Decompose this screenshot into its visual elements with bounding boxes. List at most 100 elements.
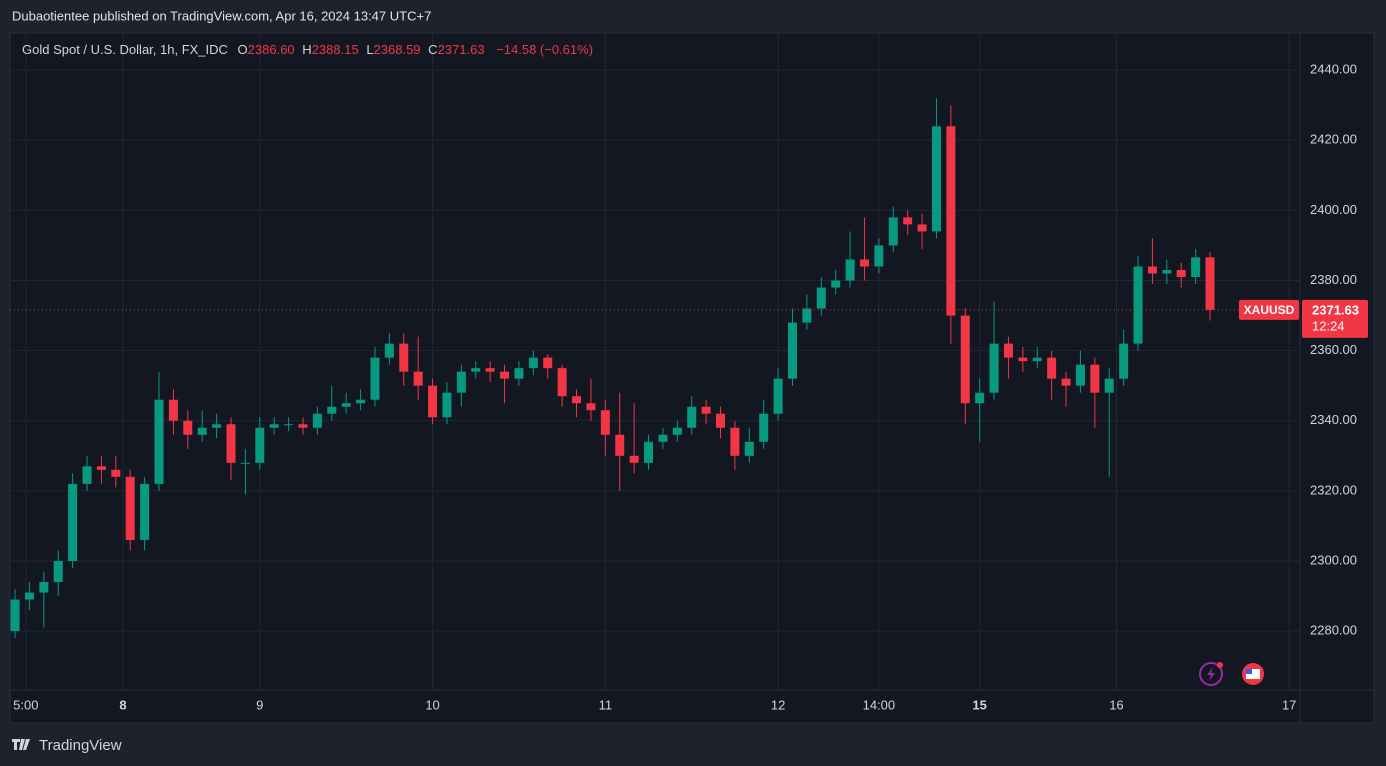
y-tick-label: 2440.00 — [1310, 62, 1357, 77]
change-value: −14.58 (−0.61%) — [496, 42, 593, 57]
candle-body — [1119, 343, 1129, 379]
candle-body — [1147, 266, 1157, 274]
x-tick-label: 12 — [771, 697, 785, 712]
candle-body — [82, 466, 92, 484]
candle-body — [68, 483, 78, 561]
candle-body — [269, 424, 279, 428]
candle-body — [1176, 269, 1186, 278]
candle-body — [917, 224, 927, 232]
low-label: L — [366, 42, 373, 57]
candle-body — [845, 259, 855, 281]
y-tick-label: 2280.00 — [1310, 623, 1357, 638]
symbol-tag — [1239, 299, 1299, 320]
grid — [10, 33, 1300, 690]
y-tick-label: 2320.00 — [1310, 482, 1357, 497]
candle-body — [975, 392, 985, 404]
candle-body — [730, 427, 740, 456]
candle-body — [341, 403, 351, 407]
y-tick-label: 2340.00 — [1310, 412, 1357, 427]
candle-body — [672, 427, 682, 435]
bottom-icons — [1199, 662, 1264, 686]
x-tick-label: 16 — [1109, 697, 1123, 712]
candle-body — [356, 399, 366, 404]
brand: TradingView — [12, 737, 122, 754]
flag-canton — [1246, 669, 1252, 674]
high-label: H — [302, 42, 311, 57]
candle-body — [284, 424, 294, 426]
candle-body — [1075, 364, 1085, 386]
symbol-title: Gold Spot / U.S. Dollar, 1h, FX_IDC — [22, 42, 228, 57]
high-value: 2388.15 — [312, 42, 359, 57]
candle-body — [514, 368, 524, 379]
candle-body — [888, 217, 898, 246]
candle-body — [1090, 364, 1100, 393]
price-tag — [1302, 299, 1368, 338]
candle-body — [399, 343, 409, 372]
candle-body — [168, 399, 178, 421]
candle-body — [226, 424, 236, 463]
x-tick-label: 8 — [119, 697, 126, 712]
candle-body — [1205, 257, 1215, 310]
candle-body — [1191, 257, 1201, 278]
x-tick-label: 15 — [972, 697, 986, 712]
x-tick-label: 17 — [1282, 697, 1296, 712]
candle-body — [428, 385, 438, 418]
lightning-icon[interactable] — [1199, 662, 1223, 686]
candle-body — [125, 476, 135, 540]
candle-body — [442, 392, 452, 418]
candle-body — [485, 368, 495, 372]
candle-body — [586, 403, 596, 411]
candle-body — [946, 126, 956, 316]
candle-body — [1061, 378, 1071, 386]
candle-body — [1032, 357, 1042, 362]
candle-body — [989, 343, 999, 393]
candle-body — [716, 413, 726, 428]
x-tick-label: 10 — [425, 697, 439, 712]
candle-body — [687, 406, 697, 428]
candle-body — [759, 413, 769, 442]
candle-body — [744, 441, 754, 456]
candle-body — [802, 308, 812, 323]
candle-body — [960, 315, 970, 404]
symbol-tag-label: XAUUSD — [1244, 303, 1295, 317]
y-tick-label: 2360.00 — [1310, 342, 1357, 357]
candle-body — [859, 259, 869, 267]
close-value: 2371.63 — [438, 42, 485, 57]
candle-body — [39, 582, 49, 593]
candle-body — [831, 280, 841, 288]
y-tick-label: 2420.00 — [1310, 132, 1357, 147]
candle-body — [140, 483, 150, 540]
candle-body — [197, 427, 207, 435]
candle-body — [10, 599, 20, 632]
candle-body — [471, 368, 481, 372]
candle-body — [787, 322, 797, 379]
x-tick-label: 5:00 — [13, 697, 38, 712]
candle-body — [1133, 266, 1143, 344]
chart-frame — [9, 32, 1375, 724]
notify-dot — [1217, 662, 1223, 668]
candle-body — [903, 217, 913, 225]
symbol-legend: Gold Spot / U.S. Dollar, 1h, FX_IDC O238… — [22, 42, 593, 57]
brand-name: TradingView — [39, 737, 122, 754]
flag-body — [1246, 669, 1260, 679]
candle-body — [931, 126, 941, 232]
candle-body — [572, 396, 582, 404]
candle-body — [644, 441, 654, 463]
candle-body — [874, 245, 884, 267]
open-value: 2386.60 — [248, 42, 295, 57]
x-tick-label: 9 — [256, 697, 263, 712]
candle-body — [1047, 357, 1057, 379]
candle-body — [629, 455, 639, 463]
candle-body — [327, 406, 337, 414]
candle-body — [528, 357, 538, 369]
candle-body — [255, 427, 265, 463]
candle-body — [96, 466, 106, 470]
candle-body — [701, 406, 711, 414]
candle-body — [1162, 269, 1172, 274]
candle-body — [773, 378, 783, 414]
candle-body — [1104, 378, 1114, 393]
candle-body — [212, 424, 222, 428]
y-tick-label: 2400.00 — [1310, 202, 1357, 217]
